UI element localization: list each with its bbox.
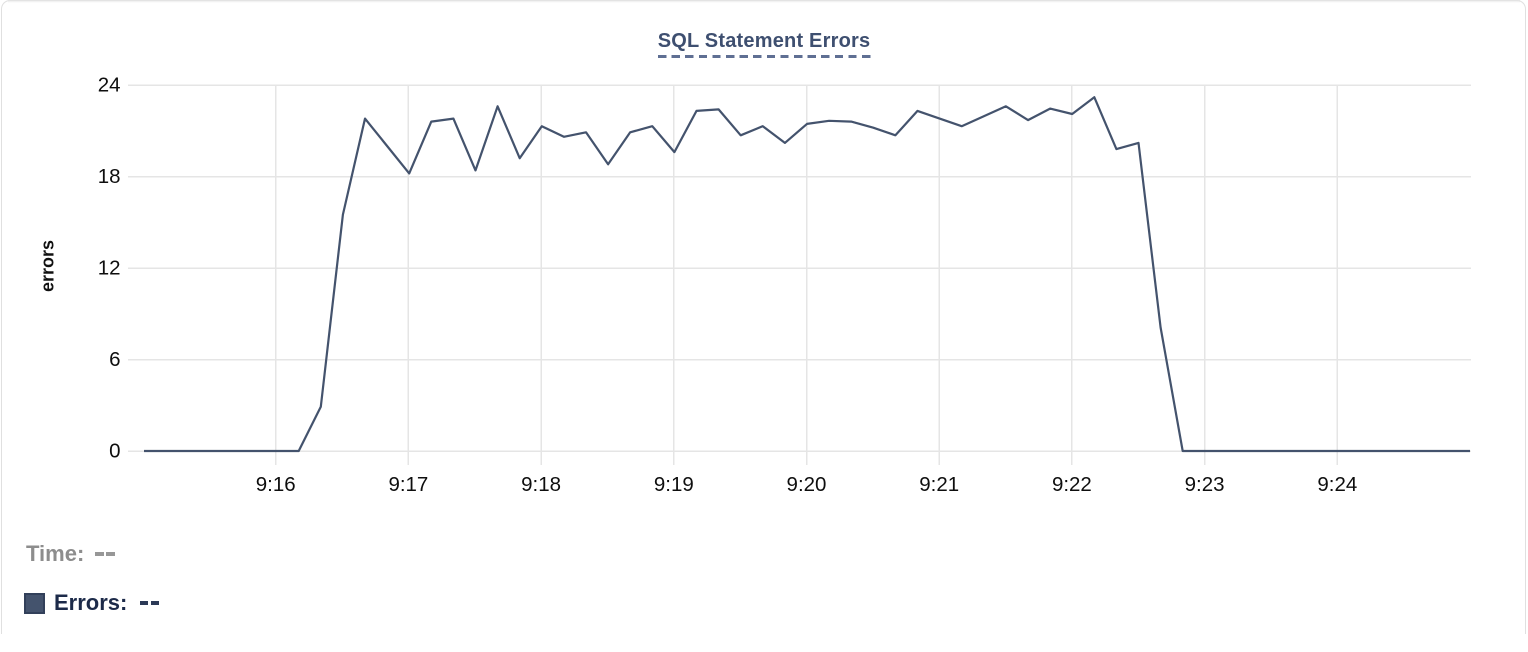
svg-text:24: 24 xyxy=(98,74,121,97)
svg-text:9:19: 9:19 xyxy=(654,473,694,496)
svg-text:18: 18 xyxy=(98,165,121,188)
svg-text:9:22: 9:22 xyxy=(1052,473,1092,496)
svg-text:9:24: 9:24 xyxy=(1317,473,1357,496)
svg-text:9:18: 9:18 xyxy=(521,473,561,496)
svg-text:9:20: 9:20 xyxy=(787,473,827,496)
svg-text:9:17: 9:17 xyxy=(388,473,428,496)
svg-text:9:21: 9:21 xyxy=(919,473,959,496)
svg-text:6: 6 xyxy=(109,348,120,371)
svg-text:9:23: 9:23 xyxy=(1185,473,1225,496)
svg-text:12: 12 xyxy=(98,257,121,280)
svg-text:9:16: 9:16 xyxy=(256,473,296,496)
svg-text:0: 0 xyxy=(109,440,120,463)
